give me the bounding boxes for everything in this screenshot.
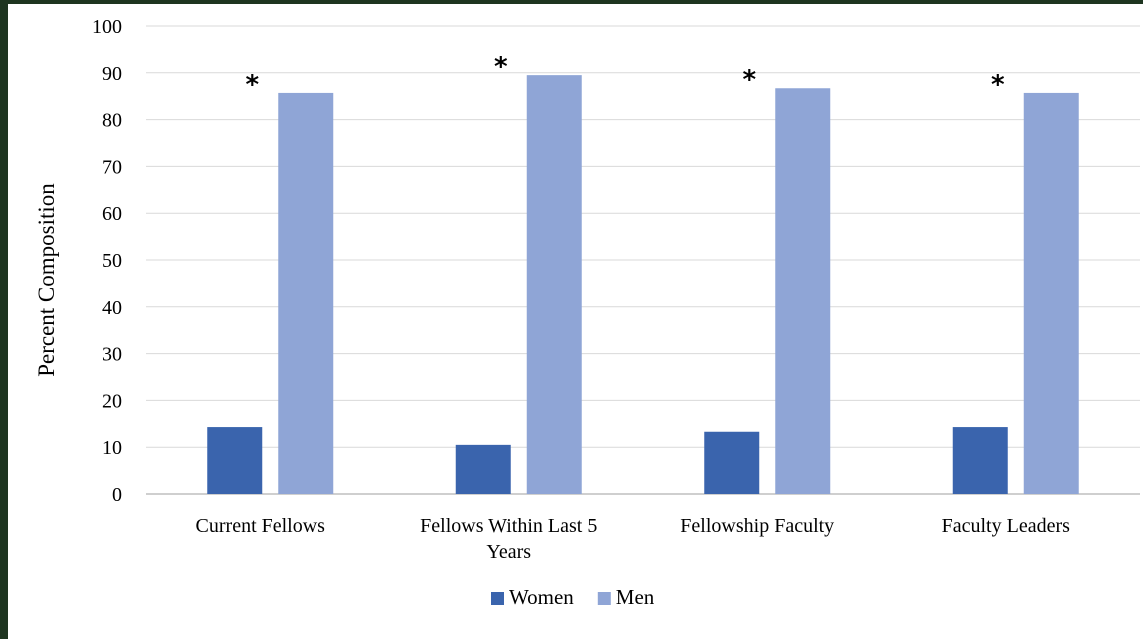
legend-label-women: Women <box>509 585 574 609</box>
y-tick-label: 60 <box>102 203 122 225</box>
y-axis-ticks: 0 10 20 30 40 50 60 70 80 90 100 <box>92 16 122 506</box>
y-tick-label: 40 <box>102 297 122 319</box>
y-tick-label: 100 <box>92 16 122 38</box>
y-tick-label: 10 <box>102 437 122 459</box>
bar-women <box>455 444 511 494</box>
y-tick-label: 50 <box>102 250 122 272</box>
legend-label-men: Men <box>616 585 655 609</box>
y-tick-label: 0 <box>112 484 122 506</box>
bar-men <box>1023 92 1079 494</box>
legend: Women Men <box>491 585 655 609</box>
significance-asterisk: * <box>245 70 259 100</box>
y-tick-label: 80 <box>102 110 122 132</box>
bar-men <box>526 75 582 494</box>
y-tick-label: 30 <box>102 344 122 366</box>
y-axis-label: Percent Composition <box>34 183 59 377</box>
legend-swatch-men <box>597 592 611 605</box>
y-tick-label: 90 <box>102 63 122 85</box>
chart-frame: 0 10 20 30 40 50 60 70 80 90 100 * * * * Current Fell… <box>8 4 1143 639</box>
bar-women <box>207 427 263 494</box>
y-tick-label: 70 <box>102 156 122 178</box>
significance-asterisk: * <box>742 65 756 95</box>
x-tick-label: Fellows Within Last 5 Years <box>420 515 597 563</box>
bar-men <box>278 92 334 494</box>
bars <box>207 75 1079 494</box>
y-tick-label: 20 <box>102 390 122 412</box>
legend-swatch-women <box>491 592 504 605</box>
x-tick-label: Current Fellows <box>196 515 326 537</box>
x-axis-labels: Current Fellows Fellows Within Last 5 Year… <box>196 515 1071 563</box>
x-tick-label: Fellowship Faculty <box>680 515 834 537</box>
significance-marks: * * * * <box>245 52 1005 100</box>
bar-chart: 0 10 20 30 40 50 60 70 80 90 100 * * * * Current Fell… <box>34 16 1140 609</box>
bar-women <box>704 431 760 494</box>
significance-asterisk: * <box>494 52 508 82</box>
x-tick-label: Faculty Leaders <box>942 515 1070 537</box>
bar-men <box>775 88 831 494</box>
bar-women <box>952 427 1008 494</box>
significance-asterisk: * <box>991 70 1005 100</box>
